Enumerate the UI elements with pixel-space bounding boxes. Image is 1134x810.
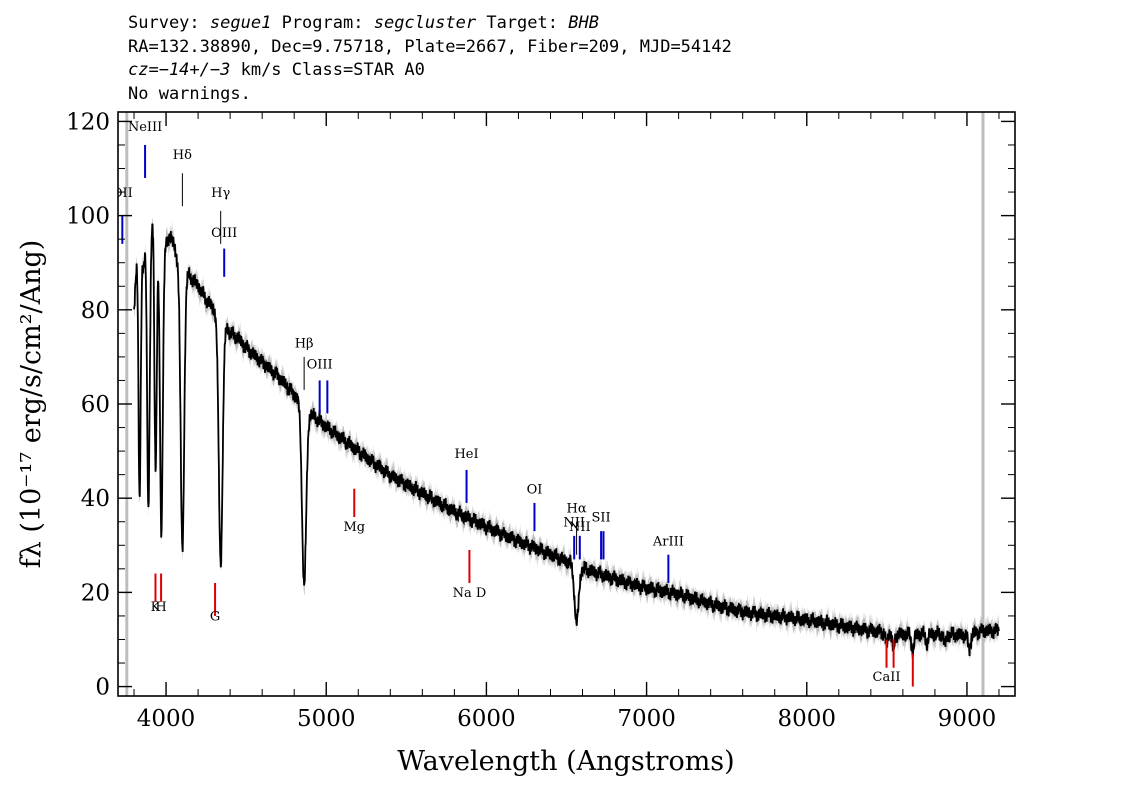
flux-line	[133, 223, 1000, 658]
marker-label-oiii-6: OIII	[307, 358, 333, 373]
y-tick-label-80: 80	[81, 298, 110, 324]
x-tick-label-8000: 8000	[777, 706, 836, 732]
y-tick-label-20: 20	[81, 580, 110, 606]
plot-frame	[117, 111, 1016, 697]
y-tick-label-40: 40	[81, 486, 110, 512]
marker-label-oii-0: OII	[112, 186, 133, 201]
plot-layer: OIINeIIIHδHγOIIIHβOIIIHeIOINIIHαNIISIIAr…	[112, 112, 1000, 696]
x-tick-label-9000: 9000	[938, 706, 997, 732]
marker-label-k-16: K	[151, 600, 161, 615]
marker-label-ariii-15: ArIII	[652, 534, 684, 549]
marker-label-hei-8: HeI	[454, 447, 478, 462]
marker-label-nii-10: NII	[563, 515, 585, 530]
x-tick-label-4000: 4000	[137, 706, 196, 732]
marker-label-caii-21: CaII	[873, 670, 901, 685]
target-label: Target:	[486, 13, 558, 33]
x-tick-label-6000: 6000	[457, 706, 516, 732]
marker-label-oiii-4: OIII	[211, 226, 237, 241]
program-value: segcluster	[373, 13, 477, 33]
marker-label-neiii-1: NeIII	[128, 120, 162, 135]
class-text: km/s Class=STAR A0	[230, 60, 425, 80]
marker-label-h-5: Hβ	[295, 336, 314, 351]
axis-ticks: 4000 5000 6000 7000 8000 9000 0 20 40 60 80 100 120	[66, 109, 1015, 732]
marker-label-h-17: H	[155, 600, 166, 615]
header-line-survey: Survey: segue1 Program: segcluster Targe…	[128, 12, 732, 36]
error-band	[134, 217, 999, 664]
survey-value: segue1	[209, 13, 272, 33]
y-tick-label-100: 100	[66, 204, 110, 230]
marker-label-oi-9: OI	[527, 482, 543, 497]
program-label: Program:	[281, 13, 364, 33]
marker-label-h-3: Hγ	[211, 186, 230, 201]
spectrum-header: Survey: segue1 Program: segcluster Targe…	[128, 12, 732, 106]
marker-label-h-2: Hδ	[173, 148, 192, 163]
target-value: BHB	[568, 13, 599, 33]
y-tick-label-120: 120	[66, 109, 110, 135]
header-line-warnings: No warnings.	[128, 83, 251, 104]
marker-label-nad-20: Na D	[453, 586, 487, 601]
redshift-value: cz=−14+/−3	[128, 60, 231, 80]
marker-label-nii-12: NII	[569, 520, 591, 535]
marker-label-mg-19: Mg	[343, 520, 365, 535]
x-tick-label-7000: 7000	[617, 706, 676, 732]
marker-label-g-18: G	[210, 610, 220, 625]
header-line-coordinates: RA=132.38890, Dec=9.75718, Plate=2667, F…	[128, 36, 732, 57]
x-tick-label-5000: 5000	[297, 706, 356, 732]
y-tick-label-0: 0	[95, 675, 110, 701]
marker-label-h-11: Hα	[567, 501, 587, 516]
survey-label: Survey:	[128, 13, 200, 33]
header-line-redshift: cz=−14+/−3 km/s Class=STAR A0	[128, 59, 732, 83]
y-axis-title: fλ (10⁻¹⁷ erg/s/cm²/Ang)	[16, 240, 47, 569]
marker-label-sii-13: SII	[592, 511, 611, 526]
x-axis-title: Wavelength (Angstroms)	[397, 746, 734, 777]
y-tick-label-60: 60	[81, 392, 110, 418]
